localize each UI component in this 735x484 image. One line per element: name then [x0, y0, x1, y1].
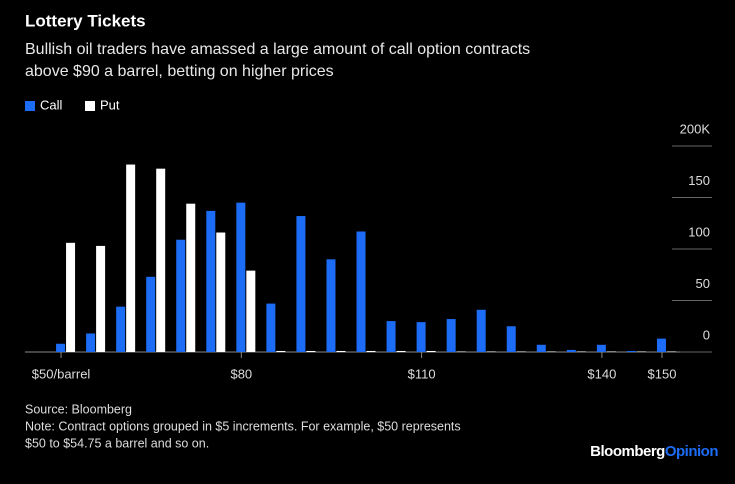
x-tick-label: $140 [587, 366, 616, 381]
bar [516, 351, 526, 352]
bar [206, 210, 216, 352]
x-tick-label: $110 [408, 366, 436, 381]
bar [476, 309, 486, 352]
bar [216, 232, 226, 352]
bar [66, 242, 76, 352]
bar [506, 326, 516, 352]
bar [656, 338, 666, 352]
bar [156, 168, 166, 352]
x-tick-label: $50/barrel [32, 366, 91, 381]
legend-label: Put [100, 97, 120, 112]
bar [396, 350, 406, 352]
legend-label: Call [40, 97, 63, 112]
y-tick-label: 100 [688, 224, 710, 239]
bar [576, 351, 586, 352]
source: Source: Bloomberg [25, 402, 132, 416]
y-tick-label: 200K [680, 121, 711, 136]
bar [266, 303, 276, 352]
bar [426, 350, 436, 352]
bar [456, 351, 466, 352]
bar [186, 203, 196, 352]
bar [176, 239, 186, 352]
brand-first: Bloomberg [590, 443, 665, 460]
bar [626, 350, 636, 352]
y-tick-label: 150 [688, 173, 710, 188]
bar [606, 351, 616, 352]
legend-swatch [25, 101, 35, 111]
bar [546, 351, 556, 352]
chart-title: Lottery Tickets [25, 11, 146, 30]
bar [126, 164, 136, 352]
bar [416, 322, 426, 352]
y-tick-label: 50 [696, 276, 710, 291]
bar [596, 344, 606, 352]
y-tick-label: 0 [703, 327, 710, 342]
bar [636, 351, 646, 352]
legend-swatch [85, 101, 95, 111]
bar [296, 216, 306, 352]
note: Note: Contract options grouped in $5 inc… [25, 419, 461, 433]
bar [486, 351, 496, 352]
bar [386, 321, 396, 352]
bar [96, 245, 106, 352]
bar [306, 350, 316, 352]
bar [246, 270, 256, 352]
bar [536, 344, 546, 352]
bar [86, 333, 96, 352]
bar [146, 276, 156, 352]
bar [356, 231, 366, 352]
x-tick-label: $150 [648, 366, 677, 381]
bar [276, 350, 286, 352]
bar [116, 306, 126, 352]
brand-second: Opinion [665, 443, 718, 460]
bar [56, 343, 66, 352]
bar [366, 350, 376, 352]
note: $50 to $54.75 a barrel and so on. [25, 436, 209, 450]
brand: BloombergOpinion [590, 443, 718, 460]
bar [326, 259, 336, 352]
x-tick-label: $80 [230, 366, 252, 381]
chart-subtitle: Bullish oil traders have amassed a large… [25, 41, 530, 58]
bar [336, 350, 346, 352]
chart-subtitle: above $90 a barrel, betting on higher pr… [25, 63, 334, 80]
bar [446, 319, 456, 352]
bar [666, 351, 676, 352]
bar [566, 349, 576, 352]
bar [236, 202, 246, 352]
